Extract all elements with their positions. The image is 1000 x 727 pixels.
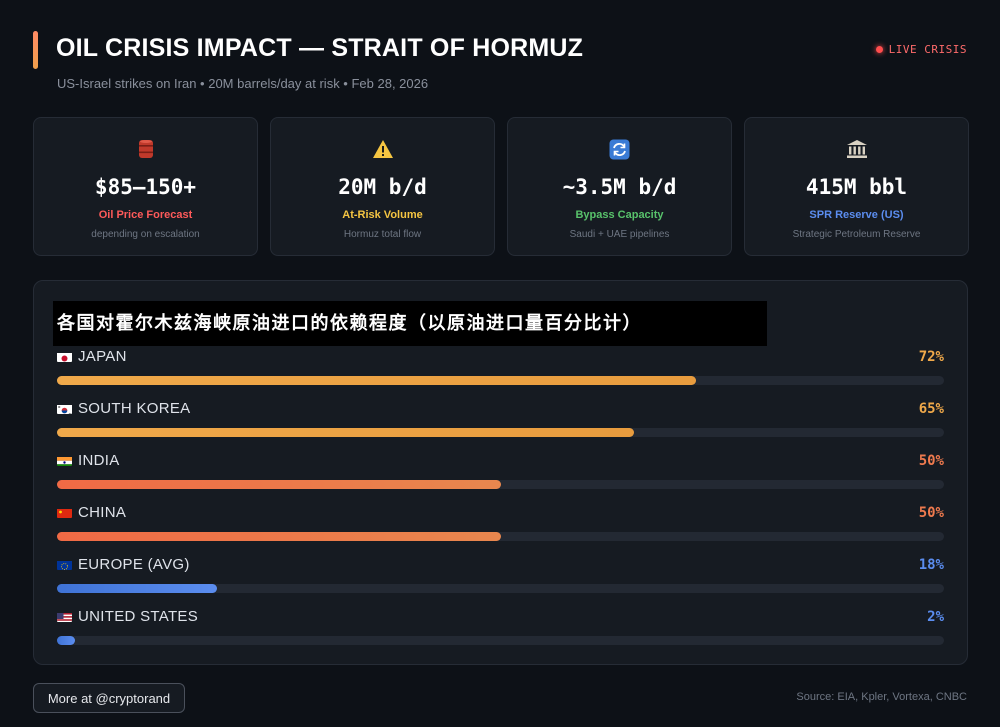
bar-value-label: 50% [918, 453, 944, 469]
stat-sub: Saudi + UAE pipelines [569, 229, 670, 240]
bar-value-label: 18% [918, 557, 944, 573]
bar-value-label: 72% [918, 349, 944, 365]
category-label: EUROPE (AVG) [78, 556, 190, 573]
bar-value-label: 2% [927, 609, 944, 625]
us-flag-icon [57, 611, 72, 622]
bank-icon [846, 138, 868, 160]
chart-title-banner [53, 301, 767, 346]
bar [57, 428, 634, 437]
page-title: OIL CRISIS IMPACT — STRAIT OF HORMUZ [56, 34, 584, 62]
stat-sub: depending on escalation [91, 229, 200, 240]
china-flag-icon [57, 507, 72, 518]
stat-value: $85–150+ [94, 175, 197, 199]
stat-card-oil-price: $85–150+ Oil Price Forecast depending on… [33, 117, 258, 256]
category-label: INDIA [78, 452, 120, 469]
bar-track [57, 636, 944, 645]
title-accent-bar [33, 31, 38, 69]
source-note: Source: EIA, Kpler, Vortexa, CNBC [796, 691, 967, 703]
bar-label: CHINA [57, 504, 126, 521]
category-label: JAPAN [78, 348, 127, 365]
category-label: SOUTH KOREA [78, 400, 191, 417]
stat-cards: $85–150+ Oil Price Forecast depending on… [33, 117, 969, 256]
stat-card-at-risk: 20M b/d At-Risk Volume Hormuz total flow [270, 117, 495, 256]
oil-barrel-icon [138, 138, 154, 160]
bar-track [57, 428, 944, 437]
bar [57, 376, 696, 385]
south-korea-flag-icon [57, 403, 72, 414]
eu-flag-icon [57, 559, 72, 570]
bar-track [57, 532, 944, 541]
more-at-cryptorand-button[interactable]: More at @cryptorand [33, 683, 185, 713]
bar-label: INDIA [57, 452, 120, 469]
japan-flag-icon [57, 351, 72, 362]
bar [57, 532, 501, 541]
warning-icon [372, 138, 394, 160]
stat-sub: Strategic Petroleum Reserve [792, 229, 921, 240]
bar-track [57, 480, 944, 489]
india-flag-icon [57, 455, 72, 466]
stat-label: Bypass Capacity [575, 209, 664, 221]
stat-label: SPR Reserve (US) [809, 209, 904, 221]
live-badge: LIVE CRISIS [875, 43, 967, 56]
stat-value: 415M bbl [805, 175, 908, 199]
category-label: CHINA [78, 504, 127, 521]
bar-value-label: 50% [918, 505, 944, 521]
stat-sub: Hormuz total flow [343, 229, 422, 240]
bar [57, 636, 75, 645]
stat-card-bypass: ~3.5M b/d Bypass Capacity Saudi + UAE pi… [507, 117, 732, 256]
bar [57, 480, 501, 489]
refresh-icon [609, 138, 630, 160]
bar [57, 584, 217, 593]
stat-label: At-Risk Volume [342, 209, 423, 221]
page-subtitle: US-Israel strikes on Iran • 20M barrels/… [57, 76, 429, 91]
live-dot-icon [875, 46, 883, 53]
bar-track [57, 584, 944, 593]
live-label: LIVE CRISIS [888, 43, 967, 56]
category-label: UNITED STATES [78, 608, 199, 625]
bar-label: JAPAN [57, 348, 127, 365]
bar-label: EUROPE (AVG) [57, 556, 190, 573]
chart-title: 各国对霍尔木兹海峡原油进口的依赖程度（以原油进口量百分比计） [57, 313, 642, 333]
stat-value: ~3.5M b/d [562, 175, 677, 199]
bar-label: SOUTH KOREA [57, 400, 190, 417]
stat-label: Oil Price Forecast [98, 209, 193, 221]
bar-track [57, 376, 944, 385]
bar-label: UNITED STATES [57, 608, 198, 625]
stat-card-spr: 415M bbl SPR Reserve (US) Strategic Petr… [744, 117, 969, 256]
stat-value: 20M b/d [338, 175, 427, 199]
bar-value-label: 65% [918, 401, 944, 417]
